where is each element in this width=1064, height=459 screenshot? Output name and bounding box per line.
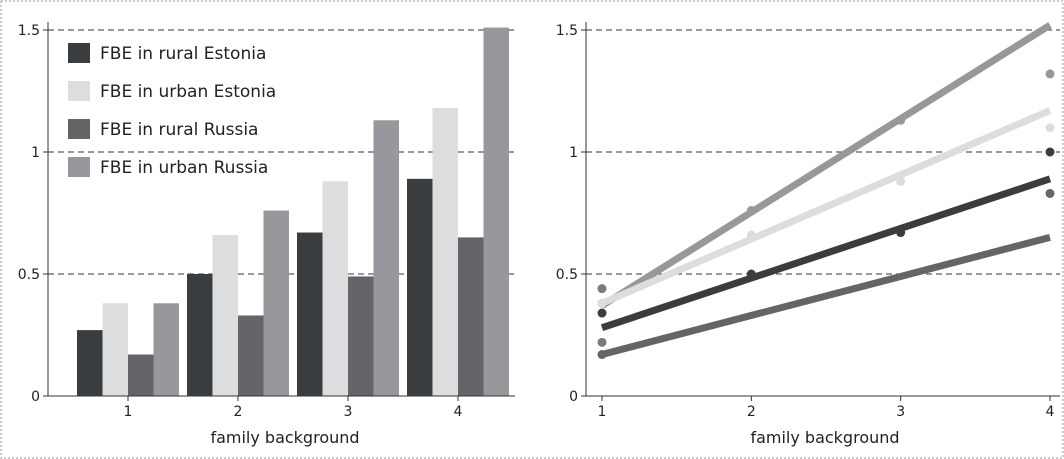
bar [483,27,509,397]
legend-label: FBE in urban Russia [100,158,268,178]
bar [297,232,323,396]
legend-swatch [68,81,90,101]
bar [432,108,458,396]
y-tick-label: 1.5 [556,23,578,39]
bar-chart-panel: 0 0.5 1 1.5 1 2 3 4 family background FBE in rura… [18,22,515,447]
bar [187,274,213,396]
x-tick-label: 2 [234,404,243,420]
fit-line [600,22,1052,309]
data-point [597,298,607,308]
data-point [896,176,906,186]
y-tick-label: 0.5 [556,267,578,283]
x-tick-label: 1 [124,404,133,420]
y-tick-label: 1 [569,145,578,161]
fit-line [600,175,1052,332]
legend-label: FBE in rural Russia [100,120,258,140]
x-tick-label: 3 [896,404,905,420]
data-point [1045,123,1055,133]
x-tick-label: 2 [747,404,756,420]
x-axis-label: family background [750,428,899,447]
bar [263,210,289,396]
fit-line [601,234,1051,358]
bar [407,178,433,396]
y-tick-label: 0 [31,389,40,405]
line-chart-panel: 0 0.5 1 1.5 1 2 3 4 family background [556,22,1060,447]
legend-swatch [68,157,90,177]
y-tick-label: 0 [569,389,578,405]
x-tick-label: 4 [454,404,463,420]
bar [373,120,399,396]
data-point [597,337,607,347]
x-tick-label: 4 [1046,404,1055,420]
data-point [896,228,906,238]
data-point [1045,188,1055,198]
y-tick-label: 1 [31,145,40,161]
data-point [1045,69,1055,79]
legend-label: FBE in urban Estonia [100,82,276,102]
x-tick-label: 3 [344,404,353,420]
data-point [896,115,906,125]
legend-swatch [68,43,90,63]
bar [102,303,128,396]
bar [458,237,484,396]
x-axis-label: family background [210,428,359,447]
bar [238,315,264,396]
data-point [746,230,756,240]
y-tick-label: 0.5 [18,267,40,283]
bar [128,354,154,396]
bar [77,330,103,396]
x-tick-label: 1 [598,404,607,420]
data-point [597,350,607,360]
fit-line [600,107,1052,307]
data-point [1045,147,1055,157]
data-point [746,269,756,279]
legend-swatch [68,119,90,139]
data-point [746,206,756,216]
bar [348,276,374,396]
bar [322,181,348,396]
legend-label: FBE in rural Estonia [100,44,266,64]
data-point [597,308,607,318]
bar [153,303,179,396]
bar [212,234,238,396]
y-tick-label: 1.5 [18,23,40,39]
data-point [597,284,607,294]
